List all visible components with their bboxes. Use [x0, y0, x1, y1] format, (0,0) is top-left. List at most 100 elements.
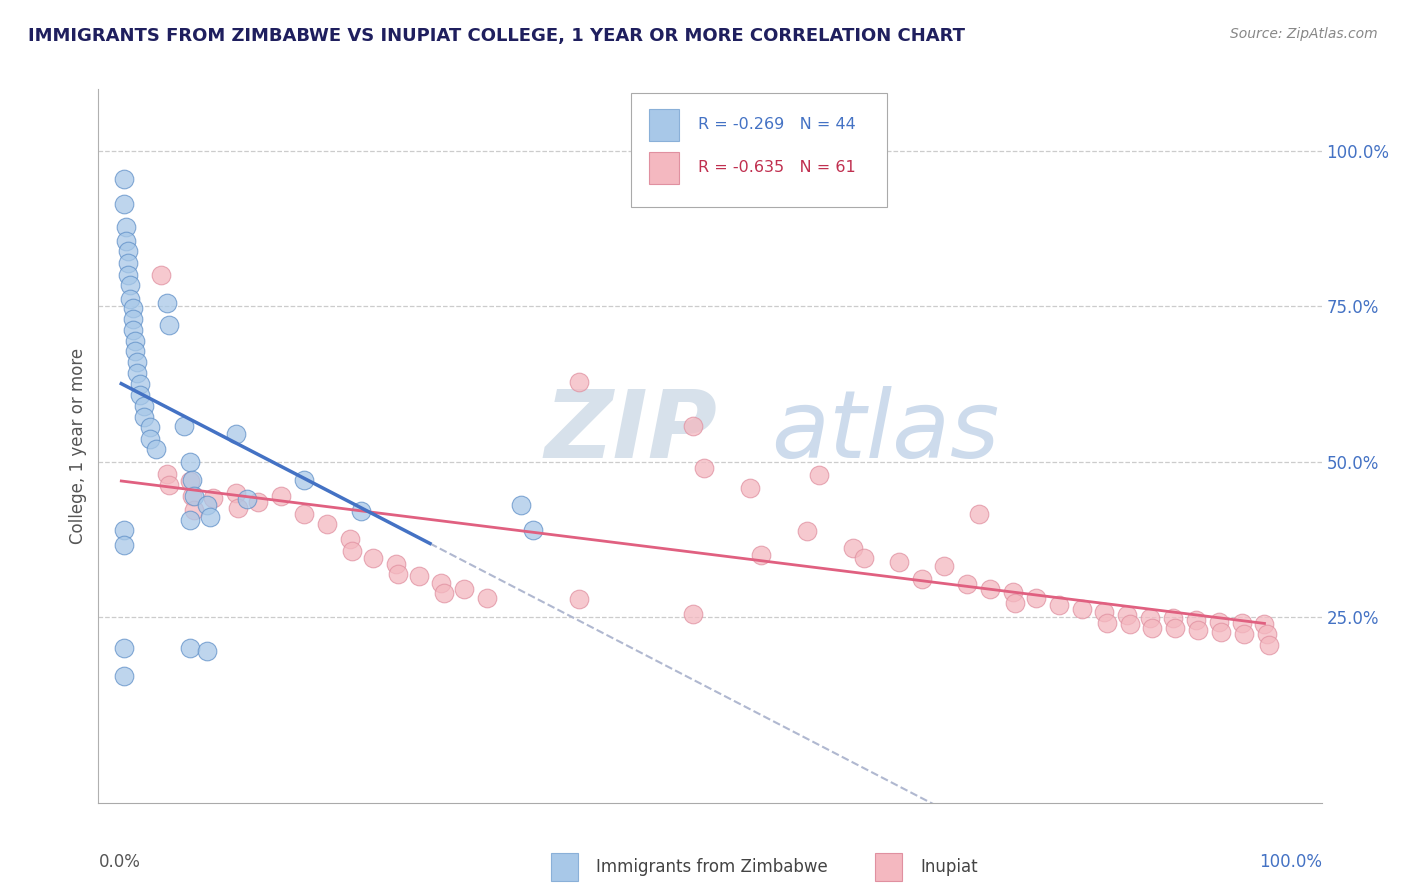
Point — [887, 555, 910, 569]
Point — [1209, 625, 1232, 640]
Point — [342, 544, 364, 558]
Point — [853, 550, 876, 565]
Point — [157, 478, 180, 492]
Text: R = -0.269   N = 44: R = -0.269 N = 44 — [697, 118, 855, 132]
Point — [127, 355, 149, 369]
Point — [156, 296, 179, 310]
Point — [112, 523, 135, 537]
Point — [121, 301, 143, 315]
Point — [134, 409, 156, 424]
Text: 100.0%: 100.0% — [1258, 853, 1322, 871]
Point — [112, 640, 135, 655]
Point — [139, 420, 162, 434]
Text: IMMIGRANTS FROM ZIMBABWE VS INUPIAT COLLEGE, 1 YEAR OR MORE CORRELATION CHART: IMMIGRANTS FROM ZIMBABWE VS INUPIAT COLL… — [28, 27, 965, 45]
Point — [738, 481, 761, 495]
Point — [1185, 613, 1208, 627]
FancyBboxPatch shape — [650, 109, 679, 141]
Point — [226, 501, 249, 516]
Point — [115, 234, 138, 248]
Point — [292, 473, 315, 487]
Point — [682, 607, 704, 621]
Point — [751, 548, 773, 562]
Text: atlas: atlas — [772, 386, 1000, 477]
Point — [179, 640, 201, 655]
Point — [195, 644, 218, 658]
Y-axis label: College, 1 year or more: College, 1 year or more — [69, 348, 87, 544]
Point — [693, 460, 716, 475]
Point — [1253, 617, 1275, 632]
Point — [121, 323, 143, 337]
Point — [247, 495, 270, 509]
FancyBboxPatch shape — [551, 853, 578, 881]
Point — [567, 592, 589, 607]
Point — [134, 399, 156, 413]
Point — [1164, 621, 1187, 635]
Point — [339, 532, 361, 546]
Point — [117, 244, 139, 258]
Point — [195, 498, 218, 512]
Point — [1118, 617, 1140, 632]
Text: R = -0.635   N = 61: R = -0.635 N = 61 — [697, 161, 855, 175]
Point — [350, 504, 373, 518]
Point — [128, 376, 150, 391]
Point — [120, 292, 142, 306]
Point — [112, 538, 135, 552]
Point — [200, 510, 222, 524]
Text: Immigrants from Zimbabwe: Immigrants from Zimbabwe — [596, 858, 828, 876]
Point — [225, 485, 247, 500]
Point — [181, 489, 204, 503]
Point — [1047, 599, 1070, 613]
Point — [124, 344, 146, 359]
Point — [1256, 627, 1278, 641]
Point — [842, 541, 865, 556]
Point — [156, 467, 179, 481]
Point — [179, 513, 201, 527]
Point — [408, 569, 430, 583]
Point — [127, 366, 149, 380]
Point — [201, 491, 224, 505]
Point — [139, 432, 162, 446]
Text: ZIP: ZIP — [546, 385, 718, 478]
Point — [796, 524, 818, 538]
Point — [934, 558, 956, 573]
Point — [510, 498, 533, 512]
Point — [1139, 611, 1161, 625]
Point — [173, 418, 195, 433]
Point — [453, 582, 475, 596]
Point — [1004, 596, 1026, 610]
FancyBboxPatch shape — [875, 853, 903, 881]
Point — [157, 318, 180, 332]
Point — [112, 197, 135, 211]
Point — [179, 454, 201, 468]
Point — [1094, 605, 1116, 619]
Point — [121, 311, 143, 326]
Point — [1208, 615, 1230, 629]
Point — [979, 582, 1001, 596]
Point — [1095, 615, 1118, 630]
FancyBboxPatch shape — [630, 93, 887, 207]
Point — [316, 516, 339, 531]
Point — [387, 567, 409, 582]
Point — [430, 575, 453, 590]
Text: Source: ZipAtlas.com: Source: ZipAtlas.com — [1230, 27, 1378, 41]
Point — [270, 489, 292, 503]
FancyBboxPatch shape — [650, 152, 679, 184]
Point — [1233, 627, 1256, 641]
Point — [179, 475, 201, 489]
Point — [1001, 584, 1024, 599]
Point — [384, 557, 406, 571]
Point — [1187, 624, 1209, 638]
Point — [128, 388, 150, 402]
Point — [225, 426, 247, 441]
Point — [1070, 602, 1092, 616]
Point — [967, 508, 990, 522]
Point — [956, 577, 979, 591]
Point — [910, 573, 932, 587]
Point — [433, 586, 456, 600]
Point — [1116, 608, 1139, 623]
Point — [112, 172, 135, 186]
Point — [1025, 591, 1047, 605]
Point — [145, 442, 167, 456]
Point — [1161, 611, 1184, 625]
Point — [112, 668, 135, 682]
